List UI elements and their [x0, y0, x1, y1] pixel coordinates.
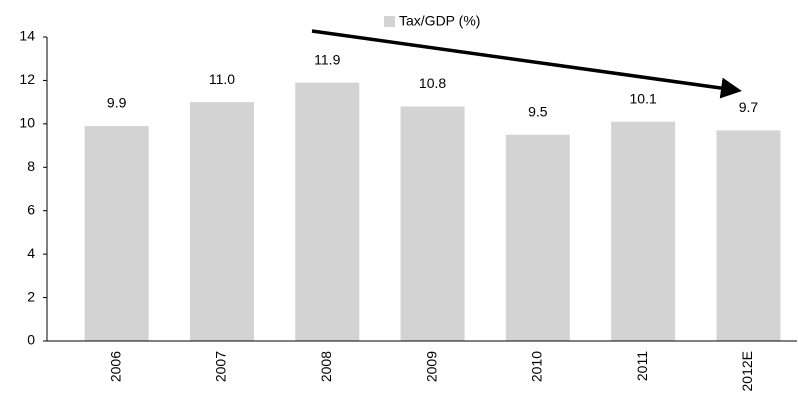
value-label: 9.5 — [528, 103, 548, 119]
bar — [84, 126, 149, 342]
x-tick-label: 2012E — [739, 351, 755, 391]
y-tick-label: 0 — [27, 332, 35, 348]
x-tick-label: 2006 — [107, 351, 123, 382]
value-label: 9.7 — [739, 99, 759, 115]
x-tick-label: 2009 — [423, 351, 439, 382]
legend-swatch — [384, 16, 395, 27]
bar — [716, 130, 781, 341]
x-tick-label: 2007 — [213, 351, 229, 382]
bar — [295, 82, 360, 341]
y-tick-label: 4 — [27, 245, 35, 261]
x-tick-label: 2008 — [318, 351, 334, 382]
y-tick-label: 12 — [19, 71, 35, 87]
bar — [611, 121, 676, 341]
value-label: 9.9 — [107, 95, 127, 111]
y-tick-label: 8 — [27, 158, 35, 174]
y-tick-label: 2 — [27, 288, 35, 304]
legend-label: Tax/GDP (%) — [399, 13, 480, 29]
value-label: 11.0 — [209, 71, 235, 87]
x-tick-label: 2011 — [634, 351, 650, 381]
y-tick-label: 6 — [27, 201, 35, 217]
trend-arrow — [311, 29, 742, 99]
bar — [505, 134, 570, 341]
y-tick-label: 10 — [19, 115, 35, 131]
value-label: 11.9 — [314, 51, 340, 67]
value-label: 10.8 — [419, 75, 446, 91]
x-tick-label: 2010 — [529, 351, 545, 382]
bar — [189, 102, 254, 342]
bar — [400, 106, 465, 341]
y-tick-label: 14 — [19, 28, 35, 44]
value-label: 10.1 — [630, 90, 657, 106]
